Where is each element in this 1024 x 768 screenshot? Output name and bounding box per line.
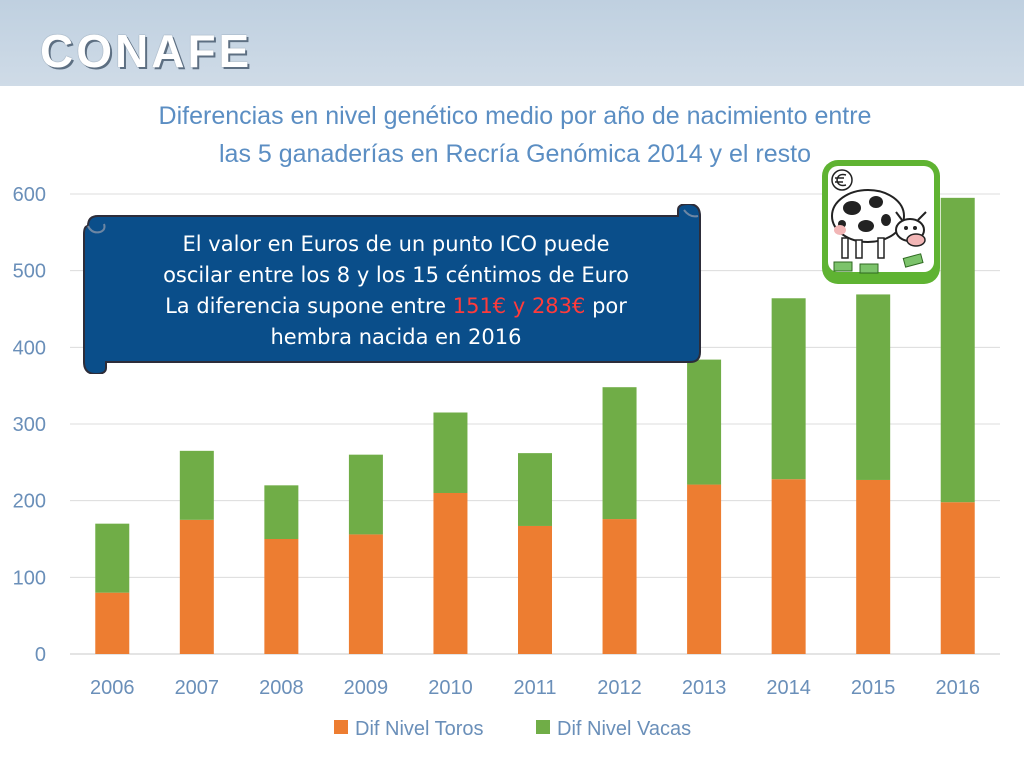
- conafe-logo: CONAFE: [40, 25, 253, 77]
- y-tick-label: 100: [13, 567, 46, 589]
- legend-label-vacas: Dif Nivel Vacas: [557, 718, 691, 740]
- bar-2016-toros: [940, 502, 975, 654]
- scroll-callout-box: [83, 204, 701, 374]
- bar-2007-vacas: [179, 450, 214, 520]
- x-tick-label: 2009: [344, 677, 389, 699]
- x-tick-label: 2007: [175, 677, 220, 699]
- bar-2010-toros: [433, 493, 468, 654]
- bar-2015-vacas: [856, 294, 891, 480]
- y-tick-label: 0: [35, 644, 46, 666]
- bars: [95, 197, 975, 654]
- bar-2009-vacas: [348, 454, 383, 535]
- bar-2012-toros: [602, 519, 637, 654]
- bar-2014-vacas: [771, 298, 806, 480]
- chart-title-line-1: Diferencias en nivel genético medio por …: [159, 102, 872, 130]
- cow-eating-money-icon: [822, 160, 940, 284]
- x-tick-label: 2012: [597, 677, 642, 699]
- callout-price-range: 151€ y 283€: [452, 294, 586, 318]
- bar-2006-toros: [95, 592, 130, 654]
- legend-label-toros: Dif Nivel Toros: [355, 718, 484, 740]
- bar-2011-toros: [518, 525, 552, 654]
- callout-line-3-start: La diferencia supone entre: [165, 294, 453, 318]
- bar-2006-vacas: [95, 523, 130, 593]
- x-axis-tick-labels: 2006 2007 2008 2009 2010 2011 2012 2013 2014 2015…: [90, 677, 980, 699]
- y-tick-label: 300: [13, 414, 46, 436]
- x-tick-label: 2006: [90, 677, 135, 699]
- chart-title: Diferencias en nivel genético medio por …: [159, 102, 872, 168]
- y-tick-label: 600: [13, 184, 46, 206]
- bar-2008-vacas: [264, 485, 299, 539]
- y-tick-label: 500: [13, 261, 46, 283]
- bar-2011-vacas: [518, 453, 552, 526]
- x-tick-label: 2016: [935, 677, 980, 699]
- header-bar: CONAFE: [0, 0, 1024, 86]
- callout-line-1: El valor en Euros de un punto ICO puede: [182, 232, 610, 256]
- bar-2010-vacas: [433, 412, 468, 493]
- x-tick-label: 2015: [851, 677, 896, 699]
- x-tick-label: 2014: [766, 677, 811, 699]
- bar-2015-toros: [856, 479, 891, 654]
- x-tick-label: 2011: [513, 677, 556, 699]
- y-tick-label: 400: [13, 337, 46, 359]
- x-tick-label: 2013: [682, 677, 727, 699]
- bar-2007-toros: [179, 519, 214, 654]
- legend-swatch-vacas: [536, 720, 550, 734]
- callout-line-2: oscilar entre los 8 y los 15 céntimos de…: [163, 263, 629, 287]
- bar-2009-toros: [348, 534, 383, 654]
- x-tick-label: 2008: [259, 677, 304, 699]
- callout-line-4: hembra nacida en 2016: [270, 325, 522, 349]
- y-axis-tick-labels: 0 100 200 300 400 500 600: [13, 184, 46, 666]
- callout-text: El valor en Euros de un punto ICO puede …: [96, 229, 696, 353]
- bar-2013-toros: [687, 484, 722, 654]
- x-tick-label: 2010: [428, 677, 473, 699]
- bar-2013-vacas: [687, 359, 722, 485]
- chart-title-line-2: las 5 ganaderías en Recría Genómica 2014…: [219, 140, 811, 168]
- legend: Dif Nivel Toros Dif Nivel Vacas: [334, 718, 691, 740]
- bar-2012-vacas: [602, 387, 637, 520]
- callout-line-3-end: por: [585, 294, 627, 318]
- y-tick-label: 200: [13, 491, 46, 513]
- callout-line-3: La diferencia supone entre 151€ y 283€ p…: [96, 291, 696, 322]
- bar-2016-vacas: [940, 197, 975, 503]
- bar-2014-toros: [771, 479, 806, 654]
- legend-swatch-toros: [334, 720, 348, 734]
- bar-2008-toros: [264, 539, 299, 654]
